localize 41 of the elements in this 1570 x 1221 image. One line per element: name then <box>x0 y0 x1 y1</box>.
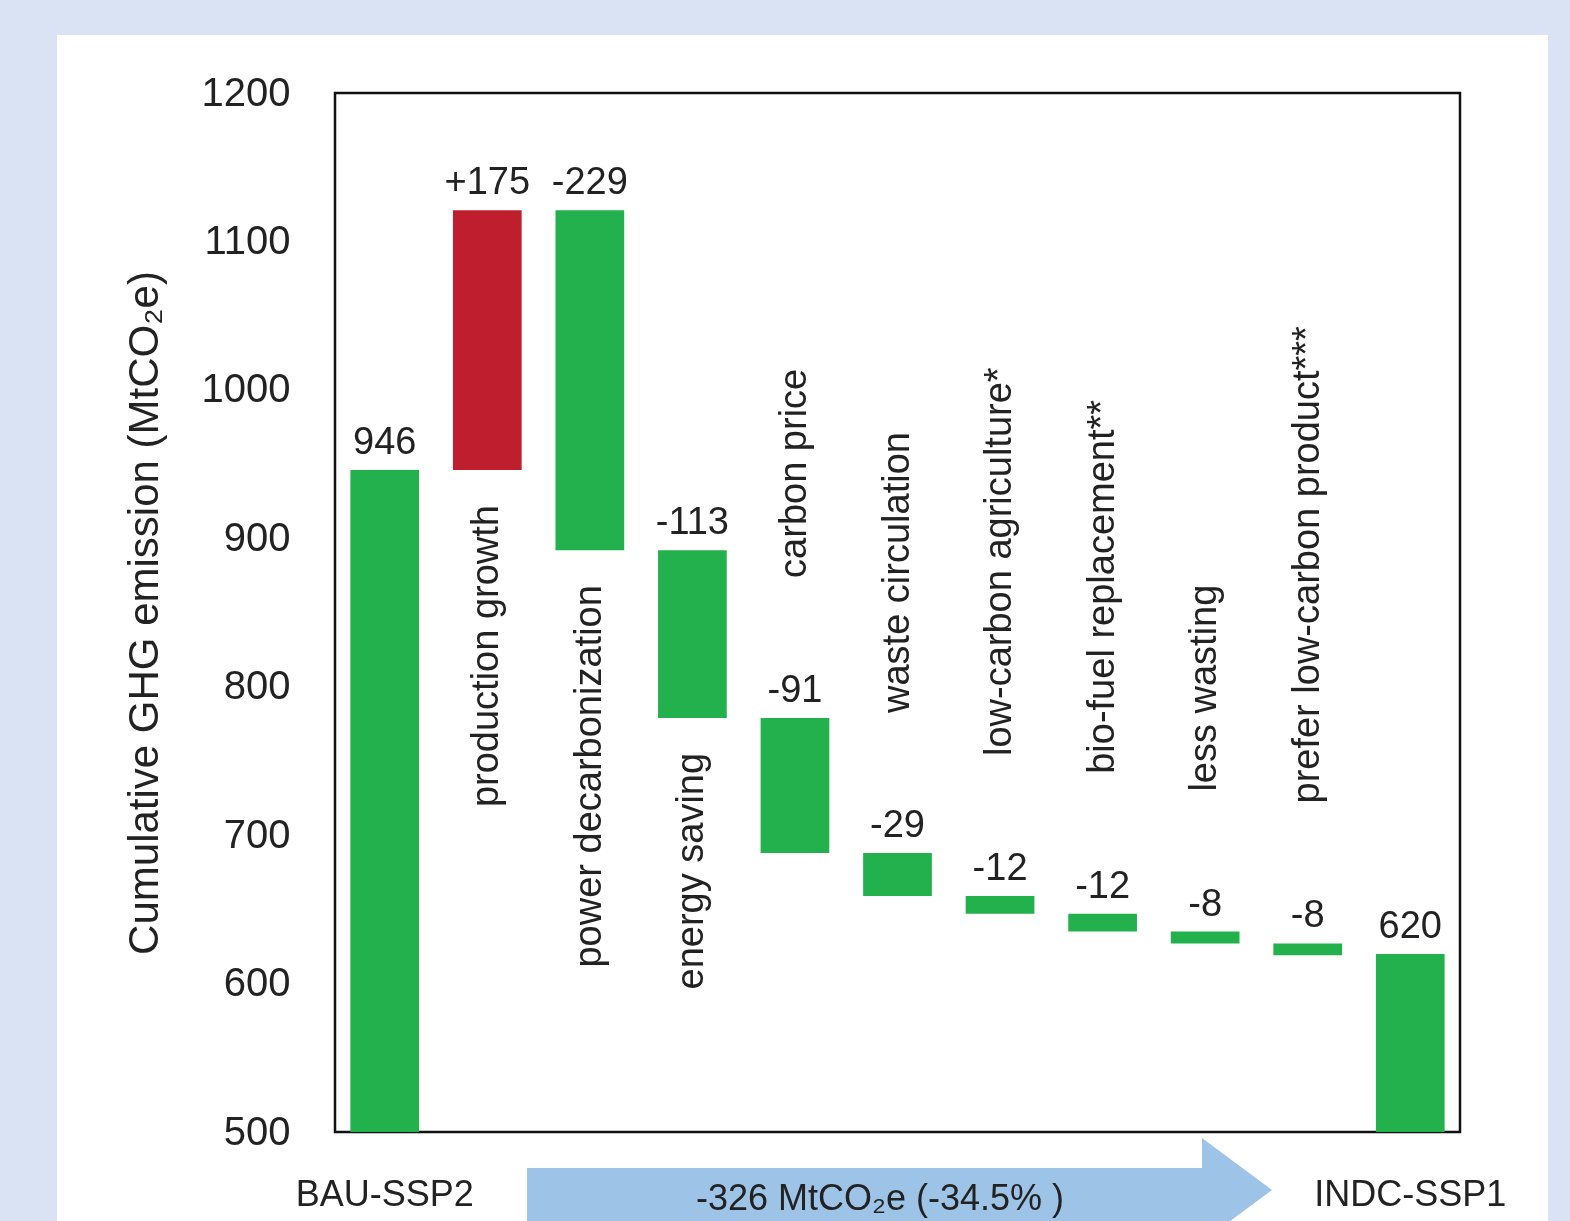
data-label: 620 <box>1378 903 1442 946</box>
y-tick-label: 1100 <box>204 217 291 262</box>
data-label: -113 <box>655 500 730 543</box>
data-label: -12 <box>1075 863 1131 906</box>
y-tick-label: 1000 <box>201 366 291 411</box>
data-label: +175 <box>444 160 531 203</box>
x-tick-label: prefer low-carbon product*** <box>1284 325 1327 804</box>
data-label: -12 <box>972 846 1028 888</box>
x-tick-label: bio-fuel replacement** <box>1079 399 1122 774</box>
bar <box>452 210 522 471</box>
y-tick-label: 1200 <box>201 69 291 114</box>
x-tick-label: low-carbon agriculture* <box>977 367 1020 756</box>
bar <box>1273 943 1343 956</box>
data-label: -29 <box>870 802 925 845</box>
text: -326 MtCO₂e (-34.5% ) <box>695 1177 1065 1218</box>
y-tick-label: 700 <box>223 811 291 856</box>
data-label: -229 <box>551 160 628 203</box>
data-label: -8 <box>1290 893 1325 936</box>
bar <box>965 896 1035 914</box>
bar <box>863 852 932 896</box>
y-tick-label: 900 <box>223 514 291 559</box>
x-tick-label: waste circulation <box>874 432 917 714</box>
y-tick-label: 800 <box>223 663 291 708</box>
y-tick-label: 500 <box>223 1108 291 1153</box>
bar <box>1170 931 1240 944</box>
y-axis-title: Cumulative GHG emission (MtCO₂e) <box>119 271 167 955</box>
bar <box>658 550 727 718</box>
data-label: -8 <box>1188 881 1223 924</box>
data-label: 946 <box>353 420 417 463</box>
data-label: -91 <box>767 667 823 710</box>
x-tick-label: less wasting <box>1182 584 1225 792</box>
x-tick-label: carbon price <box>771 368 814 578</box>
bar <box>555 210 625 551</box>
bar <box>1068 913 1137 932</box>
bar <box>760 717 830 853</box>
x-tick-label: INDC-SSP1 <box>1314 1172 1507 1214</box>
y-tick-label: 600 <box>223 960 291 1005</box>
x-tick-label: power decarbonization <box>566 585 609 968</box>
x-tick-label: BAU-SSP2 <box>295 1172 474 1214</box>
x-tick-label: energy saving <box>669 752 712 990</box>
x-tick-label: production growth <box>464 505 507 808</box>
